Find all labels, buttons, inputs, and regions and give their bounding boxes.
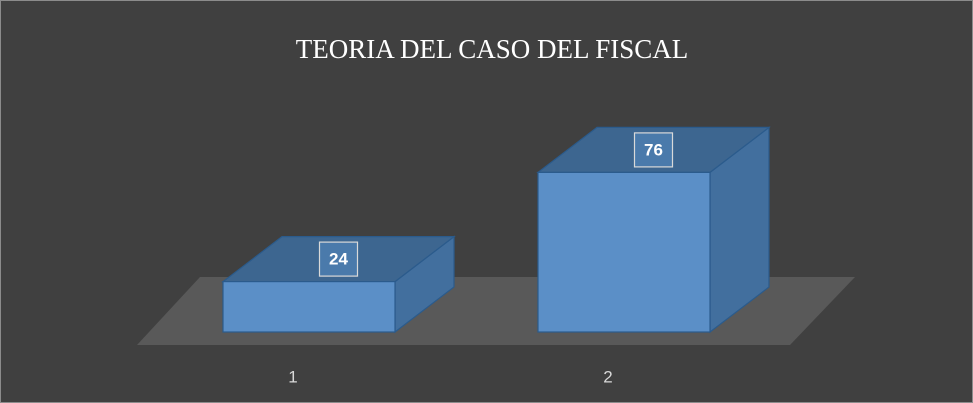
bar-front — [537, 171, 711, 333]
data-label-box — [318, 241, 359, 277]
bar — [536, 126, 771, 334]
x-tick-label: 2 — [603, 367, 612, 386]
x-tick-label: 1 — [288, 367, 297, 386]
bar-front — [222, 281, 396, 333]
data-label-box — [633, 132, 674, 168]
bar — [221, 235, 456, 334]
data-label: 24 — [329, 250, 348, 269]
chart-title: TEORIA DEL CASO DEL FISCAL — [296, 34, 689, 64]
data-label: 76 — [644, 140, 663, 159]
